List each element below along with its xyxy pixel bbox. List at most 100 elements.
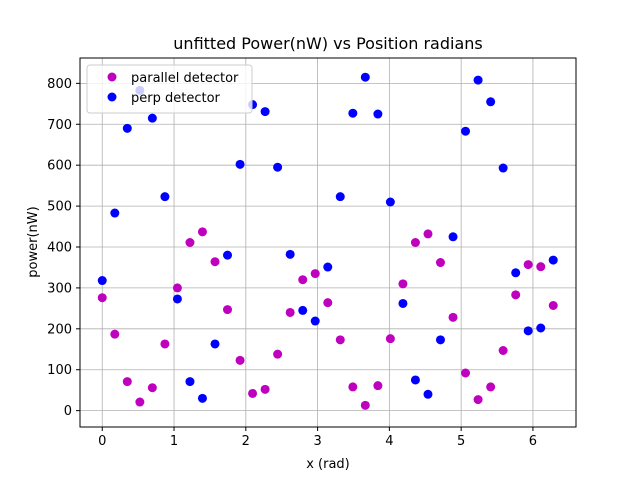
x-tick-label: 3 bbox=[313, 434, 321, 449]
y-tick-label: 800 bbox=[47, 77, 72, 92]
data-point-parallel bbox=[260, 384, 270, 394]
data-point-parallel bbox=[323, 298, 333, 308]
data-point-parallel bbox=[410, 238, 420, 247]
data-point-perp bbox=[461, 126, 471, 136]
data-point-parallel bbox=[335, 335, 345, 345]
data-point-parallel bbox=[248, 388, 258, 398]
data-point-parallel bbox=[310, 269, 320, 279]
data-point-perp bbox=[323, 262, 333, 272]
y-tick-label: 200 bbox=[47, 322, 72, 337]
data-point-parallel bbox=[435, 258, 445, 268]
legend-label-parallel: parallel detector bbox=[131, 71, 239, 86]
data-point-parallel bbox=[273, 349, 283, 359]
data-point-perp bbox=[223, 250, 233, 260]
data-point-parallel bbox=[197, 227, 207, 237]
data-point-perp bbox=[435, 335, 445, 345]
data-point-parallel bbox=[398, 279, 408, 289]
data-point-perp bbox=[260, 107, 270, 117]
x-tick-label: 0 bbox=[98, 434, 106, 449]
y-tick-label: 600 bbox=[47, 159, 72, 174]
y-axis-label: power(nW) bbox=[26, 206, 41, 277]
data-point-parallel bbox=[373, 381, 383, 391]
data-point-parallel bbox=[235, 355, 245, 365]
data-point-parallel bbox=[536, 262, 546, 272]
data-point-perp bbox=[523, 326, 533, 336]
x-tick-label: 6 bbox=[529, 434, 537, 449]
x-tick-label: 1 bbox=[170, 434, 178, 449]
data-point-parallel bbox=[223, 305, 233, 315]
data-point-parallel bbox=[523, 260, 533, 270]
data-point-perp bbox=[486, 97, 496, 107]
data-point-perp bbox=[147, 113, 157, 123]
grid-lines bbox=[80, 58, 576, 427]
axis-ticks: 0 1 2 3 4 5 6 0 100 200 300 400 500 600 700 800 bbox=[47, 77, 537, 449]
data-point-perp bbox=[197, 393, 207, 403]
data-point-perp bbox=[310, 316, 320, 326]
data-point-parallel bbox=[97, 293, 107, 303]
data-point-perp bbox=[536, 323, 546, 333]
data-point-perp bbox=[410, 375, 420, 385]
data-point-perp bbox=[423, 389, 433, 399]
data-point-perp bbox=[185, 377, 195, 387]
data-point-parallel bbox=[348, 382, 358, 392]
data-point-parallel bbox=[135, 397, 145, 407]
y-tick-label: 400 bbox=[47, 241, 72, 256]
data-point-perp bbox=[448, 232, 458, 242]
series-parallel bbox=[97, 227, 558, 410]
data-point-perp bbox=[160, 192, 170, 202]
y-tick-label: 500 bbox=[47, 200, 72, 215]
data-point-perp bbox=[360, 72, 370, 82]
data-point-perp bbox=[122, 123, 132, 133]
data-point-perp bbox=[348, 108, 358, 118]
data-point-parallel bbox=[110, 329, 120, 339]
data-point-perp bbox=[273, 162, 283, 172]
y-tick-label: 300 bbox=[47, 281, 72, 296]
data-point-perp bbox=[373, 109, 383, 119]
x-tick-label: 2 bbox=[242, 434, 250, 449]
chart-title: unfitted Power(nW) vs Position radians bbox=[173, 34, 482, 53]
data-point-parallel bbox=[210, 257, 220, 267]
y-tick-label: 0 bbox=[64, 404, 72, 419]
data-point-perp bbox=[110, 208, 120, 218]
data-point-parallel bbox=[473, 395, 483, 405]
y-tick-label: 700 bbox=[47, 118, 72, 133]
plot-frame bbox=[79, 57, 577, 428]
data-point-parallel bbox=[360, 400, 370, 410]
data-point-parallel bbox=[461, 368, 471, 378]
data-point-parallel bbox=[172, 283, 182, 293]
legend-label-perp: perp detector bbox=[131, 91, 221, 106]
data-point-perp bbox=[385, 197, 395, 207]
data-point-perp bbox=[335, 192, 345, 202]
data-point-perp bbox=[548, 255, 558, 265]
data-point-parallel bbox=[122, 377, 132, 387]
data-point-parallel bbox=[385, 334, 395, 344]
data-point-perp bbox=[285, 249, 295, 259]
data-point-perp bbox=[498, 163, 508, 173]
data-point-parallel bbox=[486, 382, 496, 392]
x-tick-label: 4 bbox=[385, 434, 393, 449]
data-point-perp bbox=[473, 75, 483, 85]
data-point-parallel bbox=[511, 290, 521, 300]
data-point-perp bbox=[398, 298, 408, 308]
data-point-parallel bbox=[285, 307, 295, 317]
data-point-parallel bbox=[548, 301, 558, 310]
data-point-perp bbox=[511, 268, 521, 278]
data-point-perp bbox=[235, 159, 245, 169]
data-point-parallel bbox=[160, 339, 170, 349]
data-point-perp bbox=[97, 276, 107, 286]
legend: parallel detector perp detector bbox=[86, 64, 253, 114]
data-point-perp bbox=[298, 305, 308, 315]
y-tick-label: 100 bbox=[47, 363, 72, 378]
data-point-parallel bbox=[147, 383, 157, 393]
legend-marker-perp bbox=[107, 92, 117, 102]
data-point-parallel bbox=[498, 346, 508, 355]
data-point-perp bbox=[172, 294, 182, 304]
data-point-parallel bbox=[423, 229, 433, 239]
data-point-parallel bbox=[448, 312, 458, 322]
legend-box bbox=[86, 64, 253, 114]
data-point-perp bbox=[210, 339, 220, 349]
x-tick-label: 5 bbox=[457, 434, 465, 449]
x-axis-label: x (rad) bbox=[306, 457, 350, 472]
data-point-parallel bbox=[185, 238, 195, 247]
